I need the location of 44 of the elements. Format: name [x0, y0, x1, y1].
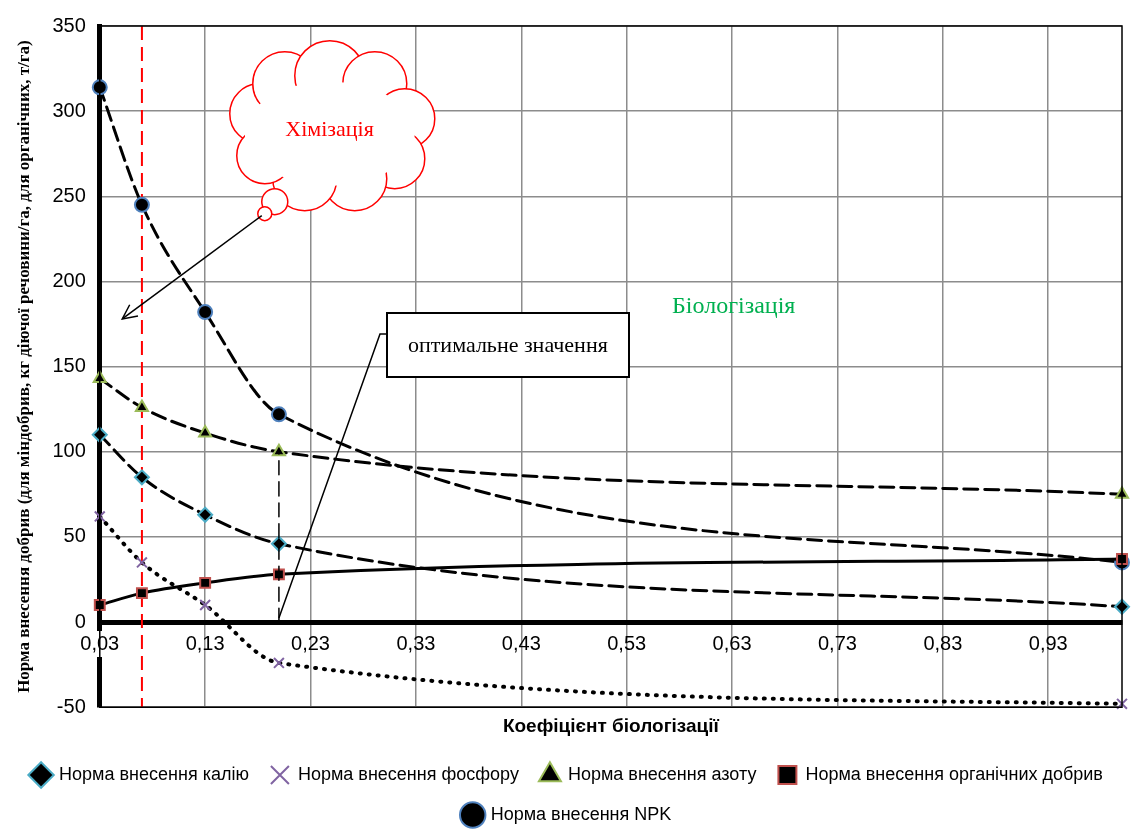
point — [199, 599, 212, 611]
annotation: Біологізація — [672, 291, 796, 319]
point — [272, 656, 285, 669]
y-tick-label: 300 — [52, 98, 86, 121]
point — [133, 196, 150, 213]
x-tick-label: 0,63 — [712, 631, 752, 654]
x-tick-label: 0,23 — [291, 631, 331, 654]
x-tick-label: 0,73 — [817, 631, 857, 654]
point — [198, 425, 213, 438]
annotation: Хімізація — [285, 115, 374, 142]
x-tick-label: 0,53 — [607, 631, 647, 654]
point — [134, 399, 149, 412]
y-tick-label: 100 — [52, 439, 86, 462]
y-tick-label: 0 — [74, 609, 86, 632]
point — [199, 576, 212, 589]
point — [135, 556, 148, 569]
x-tick-label: 0,83 — [923, 631, 963, 654]
x-tick-label: 0,13 — [185, 631, 225, 654]
x-tick-label: 0,33 — [396, 631, 436, 654]
y-tick-label: 50 — [63, 524, 86, 547]
x-axis-title: Коефіцієнт біологізації — [502, 714, 720, 736]
y-tick-label: 350 — [52, 13, 86, 36]
y-tick-label: 150 — [52, 354, 86, 377]
point — [197, 304, 214, 321]
point — [133, 469, 150, 486]
legend-label: Норма внесення органічних добрив — [805, 763, 1103, 784]
point — [93, 510, 106, 523]
point — [271, 443, 286, 457]
legend-label: Норма внесення азоту — [567, 763, 757, 784]
legend-label: Норма внесення калію — [59, 763, 249, 784]
legend-label: Норма внесення NPK — [490, 803, 672, 824]
point — [270, 406, 287, 423]
x-tick-label: 0,93 — [1028, 631, 1068, 654]
point — [197, 506, 214, 523]
x-tick-label: 0,43 — [501, 631, 541, 654]
point — [270, 535, 287, 552]
y-tick-label: -50 — [56, 694, 86, 717]
y-axis-title: Норма внесення добрив (для міндобрив, кг діючої речовини/га, для органічних, т/га) — [13, 40, 33, 693]
annotation: оптимальне значення — [385, 312, 630, 379]
y-tick-label: 250 — [52, 183, 86, 206]
point — [135, 587, 148, 600]
y-tick-label: 200 — [52, 268, 86, 291]
point — [1116, 697, 1128, 710]
legend-label: Норма внесення фосфору — [297, 763, 519, 784]
